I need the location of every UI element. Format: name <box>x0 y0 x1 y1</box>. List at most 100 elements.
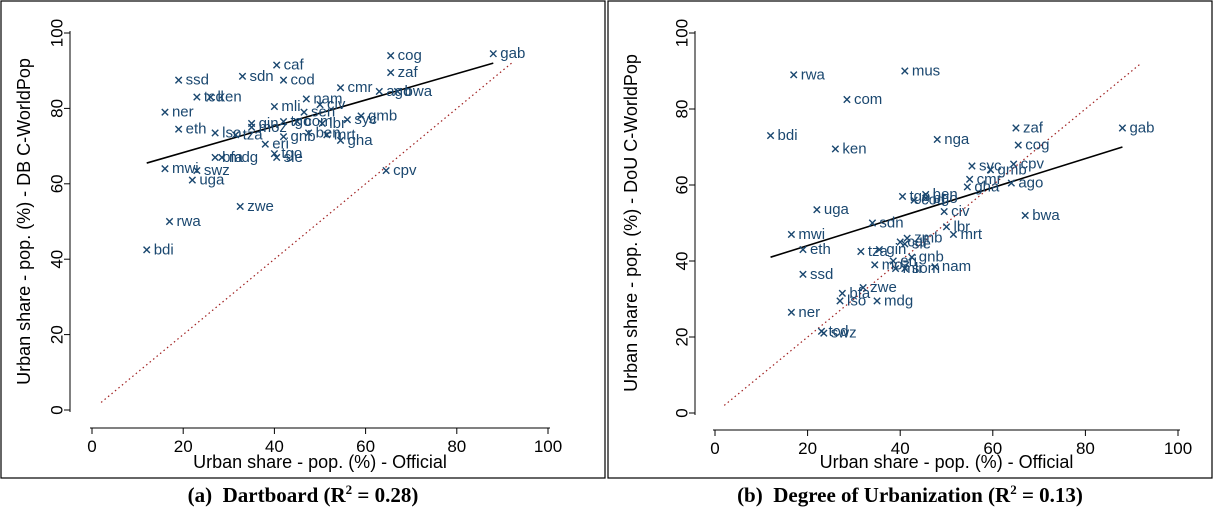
point-marker <box>174 76 183 84</box>
point-label: bwa <box>405 83 433 100</box>
point-label: eth <box>810 241 831 258</box>
point-marker <box>357 112 365 120</box>
point-label: cpv <box>393 162 417 179</box>
point-label: cod <box>291 72 315 89</box>
data-point: civ <box>940 203 970 220</box>
x-axis-title: Urban share - pop. (%) - Official <box>193 452 447 472</box>
point-marker <box>836 297 844 305</box>
data-point: eri <box>261 136 289 153</box>
point-marker <box>143 246 151 254</box>
point-label: civ <box>327 96 346 113</box>
data-point: ken <box>206 89 242 106</box>
point-label: mwi <box>798 226 825 243</box>
data-point: uga <box>813 201 850 218</box>
point-marker <box>211 129 219 137</box>
point-label: zaf <box>398 64 419 81</box>
caption-r2: = 0.13) <box>1016 483 1083 507</box>
point-marker <box>965 175 974 183</box>
data-point: sle <box>901 235 931 252</box>
point-marker <box>272 153 281 162</box>
y-tick-label: 20 <box>673 328 692 347</box>
data-point: swz <box>820 325 857 342</box>
x-tick-label: 80 <box>447 437 466 456</box>
point-label: bdi <box>154 241 174 258</box>
y-axis-title: Urban share - pop. (%) - DoU C-WorldPop <box>621 54 641 392</box>
point-marker <box>963 183 972 191</box>
y-tick-label: 100 <box>673 19 692 47</box>
y-tick-label: 40 <box>48 250 67 269</box>
point-marker <box>270 149 279 158</box>
point-marker <box>193 93 201 101</box>
data-point: uga <box>188 172 225 189</box>
data-point: bfa <box>211 149 244 166</box>
data-point: zmb <box>903 230 942 247</box>
point-label: ssd <box>810 266 833 283</box>
data-point: com <box>843 91 882 108</box>
point-marker <box>933 135 941 144</box>
point-label: syc <box>354 111 377 128</box>
caption-title: Dartboard (R <box>222 483 346 507</box>
point-label: civ <box>951 203 970 220</box>
point-label: bdi <box>778 127 798 144</box>
point-label: tza <box>243 126 264 143</box>
point-marker <box>318 119 326 128</box>
point-label: cog <box>398 47 422 64</box>
point-marker <box>193 166 201 175</box>
point-label: ner <box>172 104 194 121</box>
point-label: gin <box>259 115 279 132</box>
point-marker <box>871 261 879 269</box>
data-point: cog <box>1014 137 1049 154</box>
point-marker <box>1118 124 1127 132</box>
point-label: rwa <box>801 66 826 83</box>
point-label: syc <box>979 158 1002 175</box>
point-label: ben <box>933 186 958 203</box>
point-marker <box>910 196 918 204</box>
fit-line <box>770 146 1123 258</box>
data-point: zaf <box>386 64 419 81</box>
data-point: mus <box>901 63 940 80</box>
point-label: moz <box>259 119 287 136</box>
point-marker <box>901 67 909 75</box>
point-marker <box>386 68 395 77</box>
panel-degree-of-urbanization: 0 20 40 60 80 100 0 20 40 60 80 100 Urban share - po… <box>607 0 1213 516</box>
data-point: mdg <box>218 149 258 166</box>
point-label: ken <box>842 140 866 157</box>
point-label: sen <box>311 104 335 121</box>
point-label: som <box>912 260 940 277</box>
y-tick-label: 60 <box>48 174 67 193</box>
point-marker <box>799 270 807 278</box>
data-point: gmb <box>986 161 1027 178</box>
point-label: ner <box>798 304 820 321</box>
data-point: cmr <box>965 171 1002 188</box>
point-marker <box>868 219 877 227</box>
data-point: caf <box>272 57 305 74</box>
point-marker <box>279 117 288 126</box>
point-label: gab <box>500 45 525 62</box>
data-point: eth <box>174 121 206 138</box>
point-label: swz <box>831 325 857 342</box>
point-marker <box>787 308 796 316</box>
point-label: cmr <box>977 171 1002 188</box>
chart-frame <box>607 0 1213 479</box>
data-point: tgo <box>270 145 302 162</box>
data-point: syc <box>968 158 1002 175</box>
data-point: ner <box>161 104 194 121</box>
point-marker <box>859 283 867 292</box>
x-tick-label: 20 <box>174 437 193 456</box>
data-point: sen <box>300 104 335 121</box>
point-marker <box>489 50 497 58</box>
point-marker <box>787 230 796 239</box>
point-marker <box>293 117 301 126</box>
point-marker <box>896 238 904 246</box>
panel-dartboard: 0 20 40 60 80 100 0 20 40 60 80 100 Urban share - po… <box>0 0 606 516</box>
point-marker <box>901 264 909 273</box>
data-point: gha <box>963 178 1000 195</box>
scatter-chart-dartboard: 0 20 40 60 80 100 0 20 40 60 80 100 Urban share - po… <box>0 0 606 479</box>
data-point: mli <box>270 98 301 115</box>
point-marker <box>949 230 958 239</box>
point-label: uga <box>199 172 225 189</box>
point-label: bfa <box>222 149 244 166</box>
point-marker <box>790 71 798 79</box>
point-marker <box>302 95 311 103</box>
point-marker <box>174 125 183 133</box>
